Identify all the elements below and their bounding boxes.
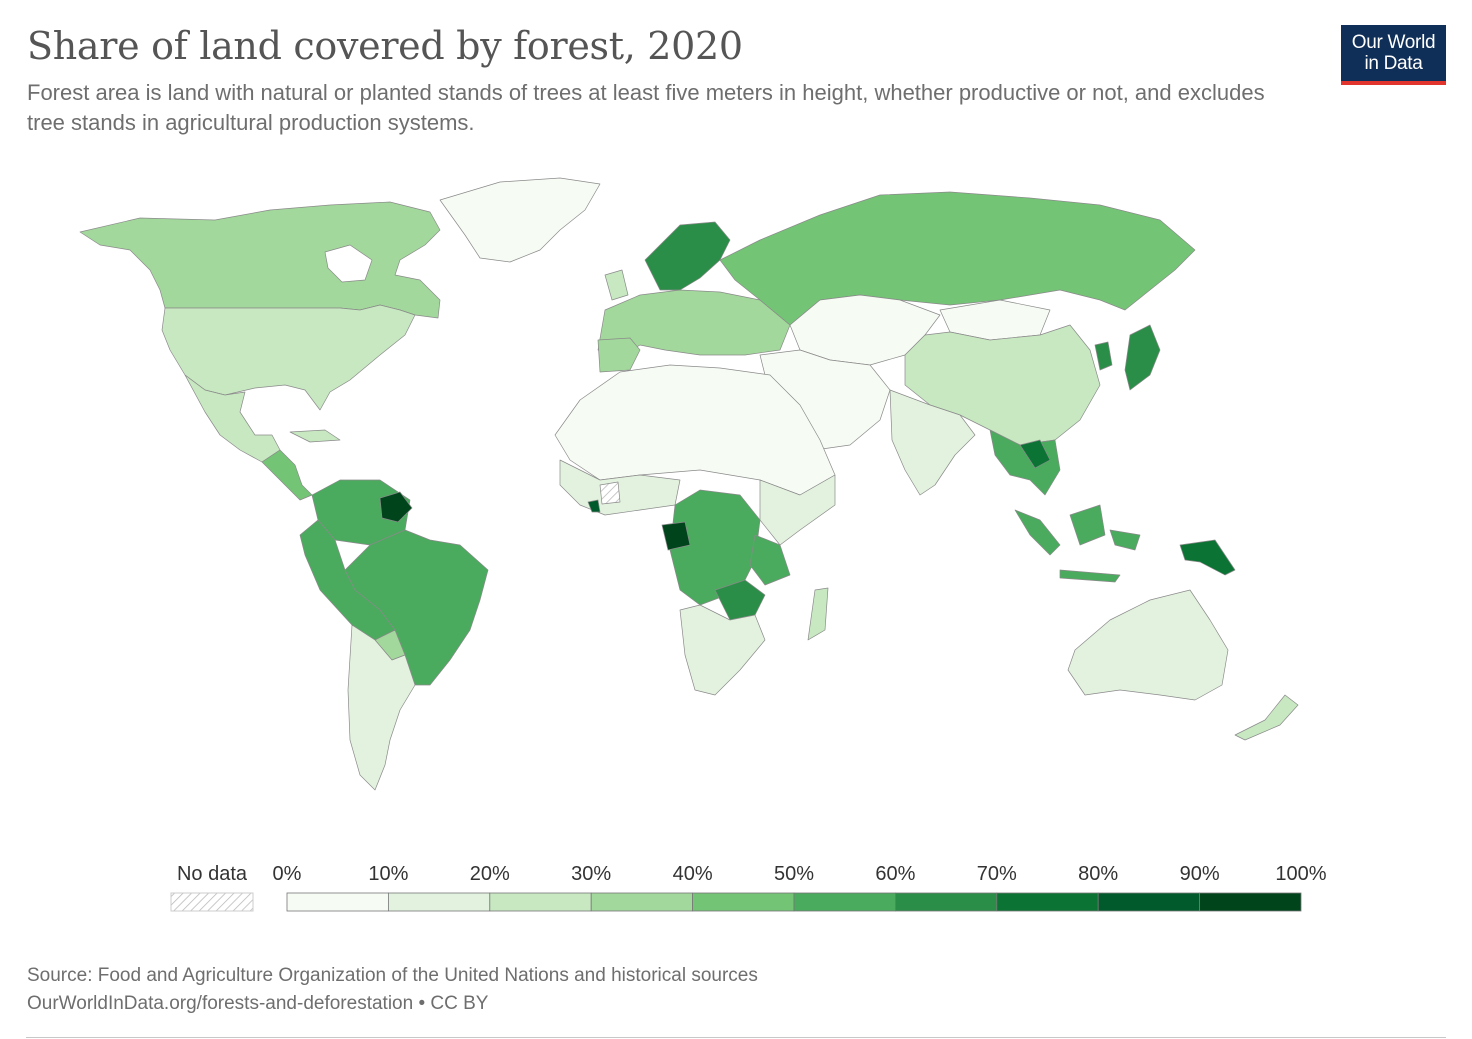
legend-tick-label: 90% [1180, 863, 1220, 885]
region-laos[interactable] [1019, 439, 1051, 469]
legend-bin[interactable] [895, 892, 998, 912]
chart-title: Share of land covered by forest, 2020 [27, 24, 743, 68]
chart-subtitle: Forest area is land with natural or plan… [27, 80, 1265, 135]
region-argentina-chile[interactable] [347, 624, 416, 791]
region-southern-africa[interactable] [679, 604, 766, 696]
region-central-america[interactable] [261, 449, 313, 501]
region-zambia-mozambique[interactable] [714, 579, 766, 621]
region-russia[interactable] [719, 191, 1196, 326]
region-japan[interactable] [1124, 324, 1161, 391]
region-australia[interactable] [1067, 589, 1229, 701]
region-scandinavia[interactable] [644, 221, 731, 291]
region-central-africa[interactable] [669, 489, 761, 606]
region-madagascar[interactable] [807, 587, 829, 641]
region-liberia[interactable] [587, 499, 601, 513]
world-map[interactable] [0, 150, 1472, 830]
region-east-africa[interactable] [759, 474, 836, 546]
region-new-zealand[interactable] [1234, 694, 1299, 741]
legend-tick-label: 50% [774, 863, 814, 885]
legend-no-data-label: No data [177, 863, 248, 885]
source-link[interactable]: OurWorldInData.org/forests-and-deforesta… [27, 993, 489, 1014]
legend-tick-label: 10% [368, 863, 408, 885]
legend-bin[interactable] [996, 892, 1099, 912]
region-canada[interactable] [79, 201, 441, 319]
legend-bin[interactable] [387, 892, 491, 912]
region-suriname[interactable] [379, 491, 413, 523]
region-korea[interactable] [1094, 341, 1113, 371]
region-uk[interactable] [604, 269, 629, 301]
legend-bin[interactable] [1097, 892, 1200, 912]
legend-bin[interactable] [1199, 892, 1302, 912]
region-papua-new-guinea[interactable] [1179, 539, 1236, 576]
legend-bins [286, 892, 1302, 912]
legend-bin[interactable] [793, 892, 896, 912]
legend-bin[interactable] [489, 892, 592, 912]
region-mexico[interactable] [184, 374, 281, 463]
legend-bin[interactable] [590, 892, 694, 912]
region-tanzania[interactable] [749, 534, 791, 586]
legend-bin[interactable] [286, 892, 389, 912]
legend-tick-label: 0% [273, 863, 302, 885]
legend-tick-label: 100% [1275, 863, 1326, 885]
hudson-bay [324, 244, 373, 283]
footer-divider [26, 1037, 1446, 1038]
logo-line-2: in Data [1364, 53, 1423, 74]
region-indonesia[interactable] [1014, 504, 1141, 583]
source-text: Source: Food and Agriculture Organizatio… [27, 965, 758, 986]
legend-tick-label: 60% [875, 863, 915, 885]
legend-bin[interactable] [692, 892, 795, 912]
legend-tick-label: 30% [571, 863, 611, 885]
region-iberia[interactable] [597, 337, 641, 373]
region-ivory-coast-nodata[interactable] [599, 481, 621, 505]
legend-tick-label: 20% [470, 863, 510, 885]
legend-tick-label: 70% [977, 863, 1017, 885]
region-gabon[interactable] [661, 521, 691, 551]
source-note: Source: Food and Agriculture Organizatio… [27, 962, 758, 1018]
legend-tick-label: 80% [1078, 863, 1118, 885]
region-cuba[interactable] [289, 429, 341, 443]
legend-no-data-swatch[interactable] [170, 892, 254, 912]
region-greenland[interactable] [439, 177, 601, 263]
legend-tick-label: 40% [673, 863, 713, 885]
logo-line-1: Our World [1351, 32, 1436, 53]
region-india[interactable] [889, 389, 976, 496]
color-legend: No data 0% 10% 20% 30% 40% 50% 60% 70% 80% 90% 100… [170, 863, 1327, 912]
legend-ticks: 0% 10% 20% 30% 40% 50% 60% 70% 80% 90% 100% [273, 863, 1327, 885]
owid-logo[interactable]: Our World in Data [1341, 25, 1446, 85]
